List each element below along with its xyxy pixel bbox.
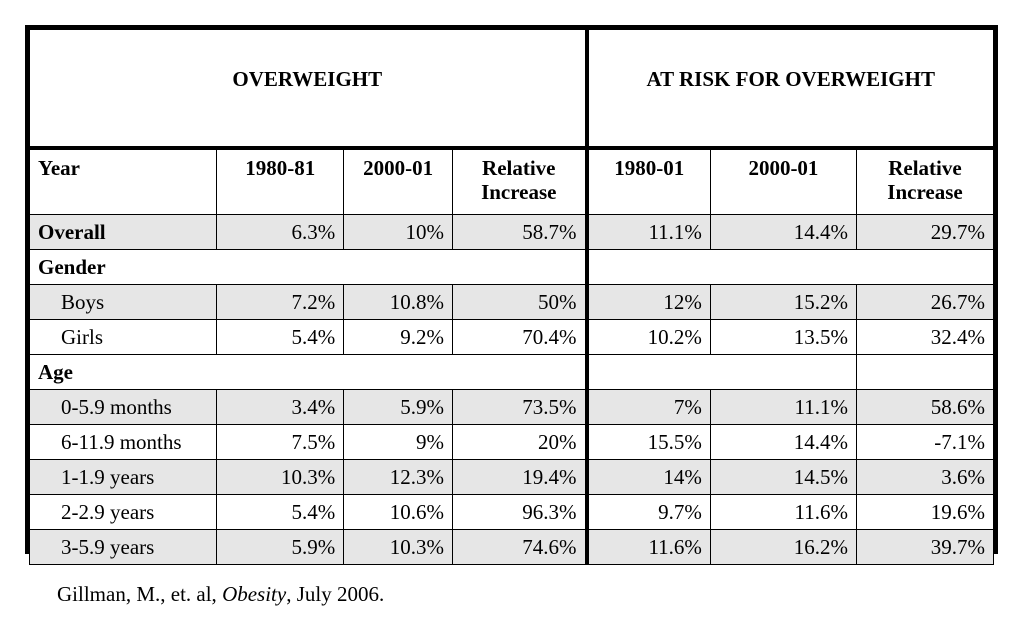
col-header-ow-relative: Relative Increase	[452, 147, 589, 215]
cell-ar-2000: 14.4%	[709, 424, 857, 460]
col-header-ar-relative: Relative Increase	[855, 147, 995, 215]
section-label: Gender	[28, 249, 589, 285]
section-label: Age	[28, 354, 589, 390]
cell-ar-2000: 11.1%	[709, 389, 857, 425]
cell-ow-relative: 73.5%	[452, 389, 589, 425]
col-header-ow-1980: 1980-81	[216, 147, 345, 215]
cell-ow-relative: 19.4%	[452, 459, 589, 495]
cell-ow-1980: 5.4%	[216, 494, 345, 530]
cell-ow-2000: 12.3%	[343, 459, 454, 495]
col-header-ow-2000: 2000-01	[343, 147, 454, 215]
section-empty-cell	[586, 354, 857, 390]
section-row-gender: Gender	[28, 249, 994, 285]
cell-ow-1980: 10.3%	[216, 459, 345, 495]
col-header-ar-relative-l2: Increase	[887, 180, 963, 204]
cell-ar-1980: 12%	[586, 284, 711, 320]
col-header-ar-relative-l1: Relative	[888, 156, 962, 180]
table-row: 3-5.9 years 5.9% 10.3% 74.6% 11.6% 16.2%…	[28, 529, 995, 565]
citation-suffix: , July 2006.	[286, 582, 385, 606]
table-row: 6-11.9 months 7.5% 9% 20% 15.5% 14.4% -7…	[28, 424, 995, 460]
cell-ow-1980: 7.2%	[216, 284, 345, 320]
citation-prefix: Gillman, M., et. al,	[57, 582, 223, 606]
cell-ow-relative: 74.6%	[452, 529, 589, 565]
cell-ow-1980: 7.5%	[216, 424, 345, 460]
row-label: 3-5.9 years	[28, 529, 218, 565]
cell-ar-relative: 3.6%	[855, 459, 995, 495]
obesity-table: OVERWEIGHT AT RISK FOR OVERWEIGHT Year 1…	[25, 25, 998, 565]
col-header-ar-1980: 1980-01	[586, 147, 711, 215]
cell-ow-2000: 10%	[343, 214, 454, 250]
table-row: 1-1.9 years 10.3% 12.3% 19.4% 14% 14.5% …	[28, 459, 995, 495]
cell-ar-relative: 29.7%	[855, 214, 995, 250]
cell-ar-1980: 10.2%	[586, 319, 711, 355]
cell-ar-2000: 15.2%	[709, 284, 857, 320]
cell-ar-1980: 7%	[586, 389, 711, 425]
row-label: 6-11.9 months	[28, 424, 218, 460]
cell-ow-1980: 5.4%	[216, 319, 345, 355]
cell-ar-relative: 58.6%	[855, 389, 995, 425]
col-header-year: Year	[28, 147, 218, 215]
cell-ar-2000: 13.5%	[709, 319, 857, 355]
cell-ow-1980: 5.9%	[216, 529, 345, 565]
cell-ow-2000: 5.9%	[343, 389, 454, 425]
table-row: Girls 5.4% 9.2% 70.4% 10.2% 13.5% 32.4%	[28, 319, 995, 355]
cell-ar-1980: 9.7%	[586, 494, 711, 530]
citation-journal: Obesity	[222, 582, 287, 606]
cell-ar-2000: 14.5%	[709, 459, 857, 495]
row-label: 2-2.9 years	[28, 494, 218, 530]
group-header-row: OVERWEIGHT AT RISK FOR OVERWEIGHT	[28, 29, 994, 150]
cell-ow-relative: 58.7%	[452, 214, 589, 250]
row-label: Overall	[28, 214, 218, 250]
cell-ar-1980: 11.1%	[586, 214, 711, 250]
cell-ow-1980: 3.4%	[216, 389, 345, 425]
cell-ow-relative: 20%	[452, 424, 589, 460]
cell-ar-2000: 16.2%	[709, 529, 857, 565]
column-header-row: Year 1980-81 2000-01 Relative Increase 19…	[28, 147, 995, 215]
cell-ow-relative: 96.3%	[452, 494, 589, 530]
row-label: 0-5.9 months	[28, 389, 218, 425]
cell-ow-1980: 6.3%	[216, 214, 345, 250]
row-label: Boys	[28, 284, 218, 320]
section-empty-cell	[586, 249, 994, 285]
cell-ow-2000: 10.3%	[343, 529, 454, 565]
cell-ow-2000: 9.2%	[343, 319, 454, 355]
cell-ar-relative: 19.6%	[855, 494, 995, 530]
cell-ar-2000: 11.6%	[709, 494, 857, 530]
cell-ow-relative: 50%	[452, 284, 589, 320]
table-row: 2-2.9 years 5.4% 10.6% 96.3% 9.7% 11.6% …	[28, 494, 995, 530]
table-row-overall: Overall 6.3% 10% 58.7% 11.1% 14.4% 29.7%	[28, 214, 995, 250]
table-row: 0-5.9 months 3.4% 5.9% 73.5% 7% 11.1% 58…	[28, 389, 995, 425]
cell-ar-1980: 14%	[586, 459, 711, 495]
cell-ar-2000: 14.4%	[709, 214, 857, 250]
group-header-overweight: OVERWEIGHT	[28, 29, 589, 150]
cell-ow-2000: 9%	[343, 424, 454, 460]
col-header-ar-2000: 2000-01	[709, 147, 857, 215]
citation: Gillman, M., et. al, Obesity, July 2006.	[57, 582, 384, 607]
group-header-at-risk: AT RISK FOR OVERWEIGHT	[586, 29, 994, 150]
data-table: OVERWEIGHT AT RISK FOR OVERWEIGHT Year 1…	[28, 29, 995, 565]
cell-ow-2000: 10.6%	[343, 494, 454, 530]
cell-ar-relative: 26.7%	[855, 284, 995, 320]
col-header-ow-relative-l1: Relative	[482, 156, 556, 180]
row-label: Girls	[28, 319, 218, 355]
col-header-ow-relative-l2: Increase	[481, 180, 557, 204]
section-empty-cell	[855, 354, 995, 390]
row-label: 1-1.9 years	[28, 459, 218, 495]
table-row: Boys 7.2% 10.8% 50% 12% 15.2% 26.7%	[28, 284, 995, 320]
cell-ow-2000: 10.8%	[343, 284, 454, 320]
cell-ar-relative: -7.1%	[855, 424, 995, 460]
cell-ar-relative: 32.4%	[855, 319, 995, 355]
cell-ow-relative: 70.4%	[452, 319, 589, 355]
section-row-age: Age	[28, 354, 995, 390]
cell-ar-relative: 39.7%	[855, 529, 995, 565]
cell-ar-1980: 11.6%	[586, 529, 711, 565]
cell-ar-1980: 15.5%	[586, 424, 711, 460]
